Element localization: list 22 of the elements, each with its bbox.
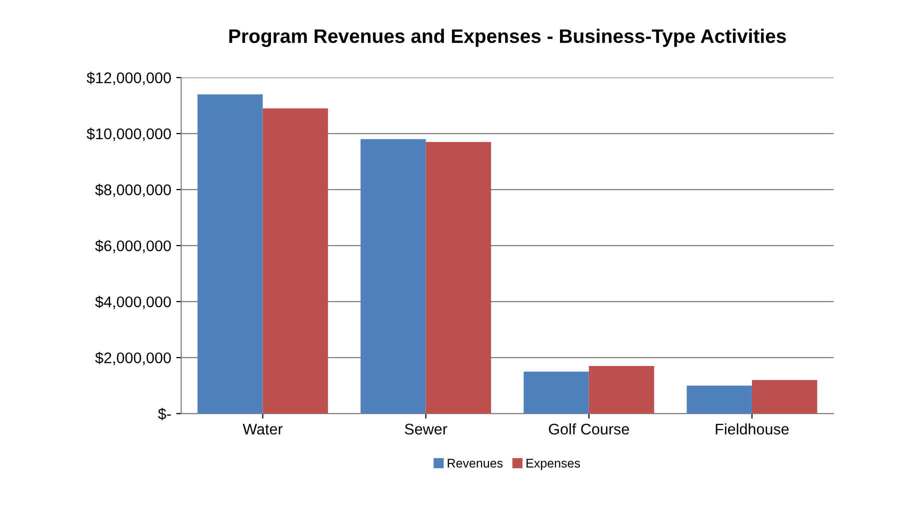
- bar: [198, 94, 263, 414]
- y-tick-label: $12,000,000: [86, 72, 171, 86]
- y-tick-label: $8,000,000: [95, 184, 171, 198]
- bar: [752, 380, 818, 414]
- bar: [588, 366, 654, 414]
- y-tick-label: $10,000,000: [86, 128, 171, 142]
- y-tick-label: $-: [158, 408, 171, 420]
- bar: [524, 372, 589, 414]
- bar: [686, 386, 752, 414]
- y-tick-label: $4,000,000: [95, 296, 171, 310]
- x-tick-label: Golf Course: [548, 423, 629, 435]
- y-tick-label: $2,000,000: [95, 352, 171, 366]
- bar: [426, 142, 492, 414]
- y-tick-label: $6,000,000: [95, 240, 171, 254]
- legend-label: Expenses: [526, 458, 580, 470]
- chart-title: Program Revenues and Expenses - Business-Type Activities: [229, 28, 786, 47]
- x-tick-label: Sewer: [404, 424, 448, 435]
- legend-label: Revenues: [448, 458, 503, 468]
- x-tick-label: Water: [242, 424, 283, 435]
- x-tick-label: Fieldhouse: [716, 423, 789, 435]
- bar: [262, 108, 328, 414]
- bar: [360, 139, 426, 414]
